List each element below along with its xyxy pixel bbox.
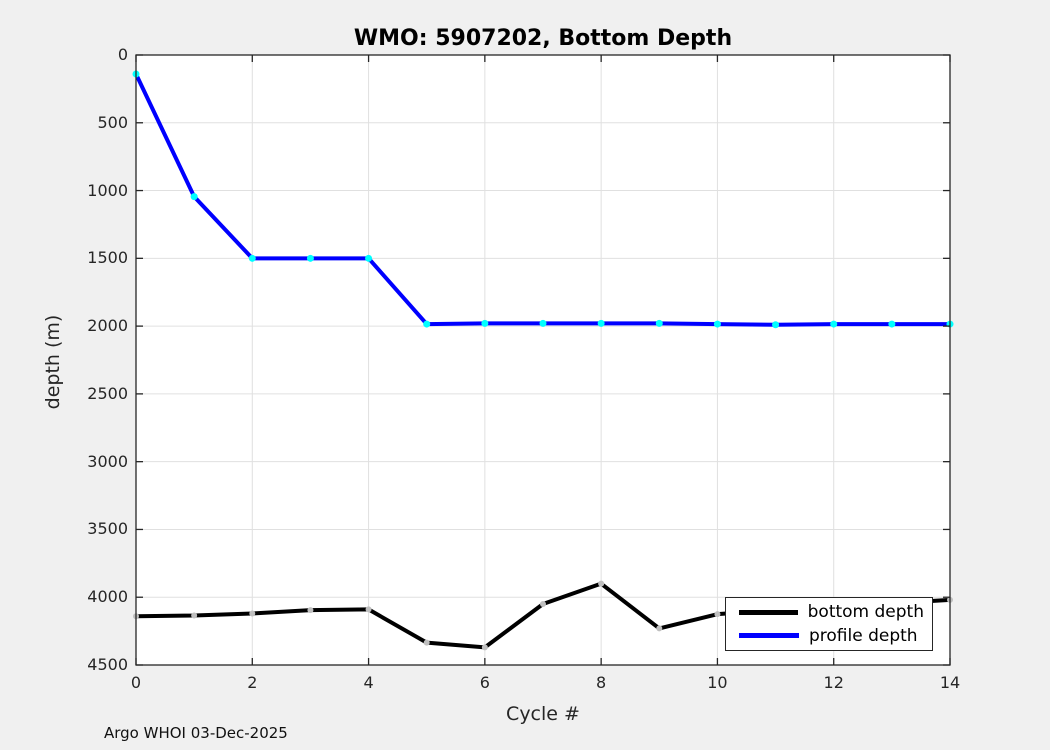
legend-item-bottom-depth: bottom depth [734, 602, 924, 623]
legend: bottom depth profile depth [725, 597, 933, 651]
x-tick-label: 10 [707, 673, 728, 692]
profile-depth-marker [365, 254, 373, 262]
y-tick-label: 4500 [87, 655, 128, 674]
y-tick-label: 3000 [87, 451, 128, 471]
profile-depth-marker [772, 321, 780, 329]
x-tick-label: 8 [596, 673, 607, 692]
footer-annotation: Argo WHOI 03-Dec-2025 [104, 724, 288, 742]
profile-depth-marker [481, 319, 489, 327]
bottom-depth-marker [656, 625, 663, 632]
y-tick-label: 4000 [87, 587, 128, 607]
profile-depth-marker [539, 319, 547, 327]
profile-depth-marker [597, 319, 605, 327]
profile-depth-marker [713, 320, 721, 328]
legend-label: bottom depth [807, 602, 924, 623]
axes-box [135, 54, 951, 666]
y-tick-label: 0 [117, 45, 128, 64]
y-tick-label: 500 [97, 112, 128, 132]
bottom-depth-marker [714, 611, 721, 618]
bottom-depth-marker [249, 610, 256, 617]
plot-area [136, 55, 950, 665]
legend-line-sample-profile-depth [739, 633, 799, 639]
x-tick-label: 0 [130, 673, 142, 692]
x-tick-label: 6 [479, 673, 490, 692]
bottom-depth-marker [365, 606, 372, 613]
x-axis-label: Cycle # [506, 703, 580, 725]
profile-depth-marker [248, 254, 256, 262]
x-tick-label: 2 [247, 673, 258, 692]
legend-line-sample-bottom-depth [739, 609, 798, 615]
legend-item-profile-depth: profile depth [734, 626, 924, 647]
profile-depth-marker [423, 320, 431, 328]
y-tick-label: 2500 [87, 383, 128, 403]
profile-depth-marker [830, 320, 838, 328]
bottom-depth-marker [598, 580, 605, 587]
y-tick-label: 3500 [87, 519, 128, 539]
profile-depth-marker [190, 193, 198, 201]
profile-depth-marker [306, 254, 314, 262]
legend-label: profile depth [809, 625, 918, 646]
profile-depth-marker [655, 319, 663, 327]
x-tick-label: 4 [363, 673, 374, 692]
y-tick-label: 1500 [87, 248, 128, 268]
bottom-depth-marker [423, 639, 430, 646]
bottom-depth-marker [191, 612, 198, 619]
bottom-depth-marker [540, 601, 546, 607]
y-axis-label: depth (m) [42, 314, 64, 410]
x-tick-label: 12 [823, 673, 844, 692]
chart-title: WMO: 5907202, Bottom Depth [353, 26, 733, 51]
y-tick-label: 1000 [87, 180, 128, 200]
x-tick-label: 14 [939, 673, 961, 692]
bottom-depth-marker [481, 644, 488, 651]
profile-depth-marker [888, 320, 896, 328]
y-tick-label: 2000 [87, 316, 128, 336]
bottom-depth-marker [307, 607, 314, 614]
